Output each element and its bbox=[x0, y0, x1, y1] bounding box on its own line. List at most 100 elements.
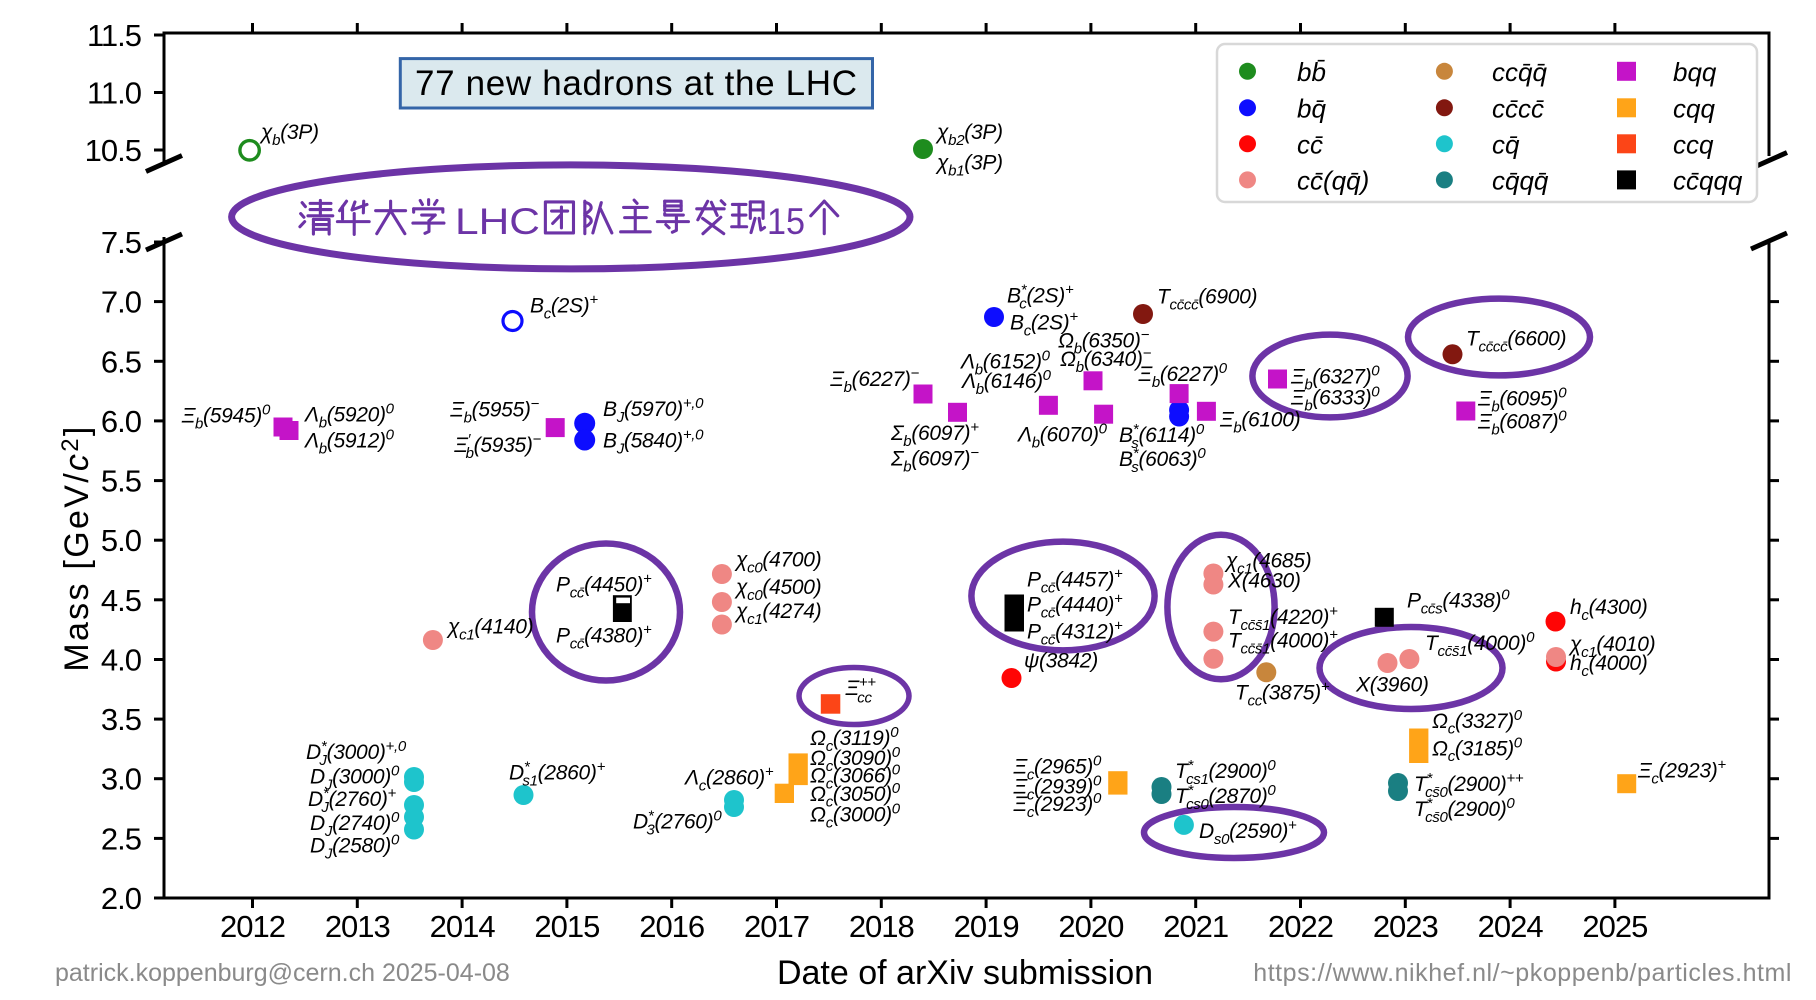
svg-text:2017: 2017 bbox=[744, 909, 809, 944]
svg-text:Tcc̄s̄1 (4220)+: Tcc̄s̄1 (4220)+ bbox=[1228, 603, 1338, 634]
svg-text:Ξb (6227)0: Ξb (6227)0 bbox=[1138, 360, 1228, 391]
svg-text:Λb (6070)0: Λb (6070)0 bbox=[1017, 421, 1108, 452]
svg-text:χb2 (3P): χb2 (3P) bbox=[935, 121, 1003, 149]
svg-text:B*s (6063)0: B* s (6063)0 bbox=[1119, 445, 1206, 476]
svg-text:Λb (5920)0: Λb (5920)0 bbox=[304, 401, 395, 432]
svg-text:5.0: 5.0 bbox=[101, 523, 142, 558]
svg-text:Ξb (6095)0: Ξb (6095)0 bbox=[1477, 385, 1567, 416]
svg-text:hc (4300): hc (4300) bbox=[1570, 596, 1647, 624]
svg-text:Tcc̄s̄1 (4000)+: Tcc̄s̄1 (4000)+ bbox=[1228, 627, 1338, 658]
svg-text:Ωb (6340)−: Ωb (6340)− bbox=[1060, 345, 1152, 376]
svg-text:6.0: 6.0 bbox=[101, 404, 142, 439]
svg-text:Pcc̄ (4457)+: Pcc̄ (4457)+ bbox=[1027, 566, 1123, 597]
svg-text:Tcc̄cc̄ (6900): Tcc̄cc̄ (6900) bbox=[1157, 286, 1257, 314]
svg-text:Ωb (6350)−: Ωb (6350)− bbox=[1058, 327, 1150, 358]
svg-text:cc̄(qq̄): cc̄(qq̄) bbox=[1297, 165, 1369, 195]
svg-text:6.5: 6.5 bbox=[101, 344, 141, 379]
svg-text:T*cs0 (2870)0: T* cs0 (2870)0 bbox=[1175, 782, 1276, 813]
svg-text:χc1 (4274): χc1 (4274) bbox=[734, 600, 821, 628]
svg-text:χb (3P): χb (3P) bbox=[259, 121, 319, 149]
svg-text:bq̄: bq̄ bbox=[1297, 93, 1326, 123]
svg-text:Λb (6152)0: Λb (6152)0 bbox=[960, 348, 1051, 379]
svg-text:D*J (3000)+,0: D* J (3000)+,0 bbox=[306, 738, 407, 769]
svg-text:BJ (5970)+,0: BJ (5970)+,0 bbox=[603, 395, 704, 426]
svg-text:χc1 (4140): χc1 (4140) bbox=[446, 616, 533, 644]
svg-text:5.5: 5.5 bbox=[101, 464, 141, 499]
svg-text:Ξc (2923)+: Ξc (2923)+ bbox=[1637, 757, 1726, 788]
svg-text:Λb (5912)0: Λb (5912)0 bbox=[304, 427, 395, 458]
svg-text:Λc (2860)+: Λc (2860)+ bbox=[684, 764, 774, 795]
svg-text:bb̄: bb̄ bbox=[1297, 57, 1326, 87]
svg-text:Ωc (3050)0: Ωc (3050)0 bbox=[810, 780, 901, 811]
svg-text:cc̄qqq: cc̄qqq bbox=[1673, 165, 1743, 195]
svg-text:ψ(3842): ψ(3842) bbox=[1024, 650, 1098, 673]
svg-text:Σb (6097)−: Σb (6097)− bbox=[890, 445, 979, 476]
svg-text:Ds0 (2590)+: Ds0 (2590)+ bbox=[1199, 817, 1297, 848]
svg-text:T*cs1 (2900)0: T* cs1 (2900)0 bbox=[1175, 757, 1276, 788]
svg-text:7.0: 7.0 bbox=[101, 285, 142, 320]
svg-text:cc̄: cc̄ bbox=[1297, 129, 1323, 159]
svg-text:χc1 (4685): χc1 (4685) bbox=[1224, 550, 1311, 578]
svg-text:15: 15 bbox=[767, 201, 805, 242]
svg-text:D*J (2760)+: D* J (2760)+ bbox=[308, 785, 397, 816]
svg-text:cqq: cqq bbox=[1673, 93, 1715, 123]
svg-text:Ωc (3090)0: Ωc (3090)0 bbox=[810, 744, 901, 775]
svg-text:77 new hadrons at the LHC: 77 new hadrons at the LHC bbox=[415, 64, 857, 103]
svg-text:LHC: LHC bbox=[455, 201, 540, 242]
svg-text:Bc (2S)+: Bc (2S)+ bbox=[530, 292, 598, 323]
svg-text:bqq: bqq bbox=[1673, 57, 1717, 87]
svg-text:χc0 (4500): χc0 (4500) bbox=[734, 576, 821, 604]
svg-text:DJ (2580)0: DJ (2580)0 bbox=[310, 832, 400, 863]
svg-text:2025: 2025 bbox=[1582, 909, 1647, 944]
svg-text:Pcc̄ (4450)+: Pcc̄ (4450)+ bbox=[556, 571, 652, 602]
svg-text:2013: 2013 bbox=[325, 909, 390, 944]
svg-text:Ξb (6227)−: Ξb (6227)− bbox=[829, 365, 919, 396]
svg-text:Date of arXiv submission: Date of arXiv submission bbox=[777, 954, 1153, 992]
svg-text:2014: 2014 bbox=[430, 909, 496, 944]
svg-text:Ξb (6333)0: Ξb (6333)0 bbox=[1290, 384, 1380, 415]
svg-text:4.5: 4.5 bbox=[101, 583, 141, 618]
svg-text:BJ (5840)+,0: BJ (5840)+,0 bbox=[603, 427, 704, 458]
svg-text:3.0: 3.0 bbox=[101, 762, 142, 797]
svg-text:B*c (2S)+: B* c (2S)+ bbox=[1007, 282, 1074, 313]
svg-text:DJ (3000)0: DJ (3000)0 bbox=[310, 763, 400, 794]
svg-text:Tcc̄s̄1 (4000)0: Tcc̄s̄1 (4000)0 bbox=[1425, 629, 1535, 660]
svg-text:Mass [GeV/c2]: Mass [GeV/c2] bbox=[57, 424, 96, 671]
svg-text:X(3960): X(3960) bbox=[1355, 674, 1429, 697]
svg-text:Ωc (3066)0: Ωc (3066)0 bbox=[810, 762, 901, 793]
svg-text:DJ (2740)0: DJ (2740)0 bbox=[310, 809, 400, 840]
svg-text:2016: 2016 bbox=[639, 909, 704, 944]
svg-text:Ξc (2923)0: Ξc (2923)0 bbox=[1013, 790, 1102, 821]
svg-text:2019: 2019 bbox=[954, 909, 1019, 944]
svg-text:Pcc̄ (4380)+: Pcc̄ (4380)+ bbox=[556, 622, 652, 653]
svg-text:D*3 (2760)0: D* 3 (2760)0 bbox=[633, 808, 722, 839]
svg-text:cq̄qq̄: cq̄qq̄ bbox=[1492, 165, 1549, 195]
svg-text:Ωc (3185)0: Ωc (3185)0 bbox=[1432, 734, 1523, 765]
svg-text:T*cs̄0 (2900)++: T* cs̄0 (2900)++ bbox=[1414, 770, 1524, 801]
svg-text:Ωc (3327)0: Ωc (3327)0 bbox=[1432, 707, 1523, 738]
svg-text:Ξb (5955)−: Ξb (5955)− bbox=[449, 396, 539, 427]
svg-text:χc1 (4010): χc1 (4010) bbox=[1568, 633, 1655, 661]
svg-text:Λb (6146)0: Λb (6146)0 bbox=[961, 367, 1052, 398]
svg-text:Pcc̄ (4440)+: Pcc̄ (4440)+ bbox=[1027, 591, 1123, 622]
svg-text:2.5: 2.5 bbox=[101, 821, 141, 856]
svg-text:χb1 (3P): χb1 (3P) bbox=[935, 152, 1003, 180]
svg-text:Tcc̄cc̄ (6600): Tcc̄cc̄ (6600) bbox=[1466, 328, 1566, 356]
svg-text:Ξ′b (5935)−: Ξ′ b (5935)− bbox=[453, 431, 541, 462]
svg-text:https://www.nikhef.nl/~pkoppen: https://www.nikhef.nl/~pkoppenb/particle… bbox=[1253, 959, 1792, 987]
svg-text:ccq̄q̄: ccq̄q̄ bbox=[1492, 57, 1547, 87]
svg-text:11.0: 11.0 bbox=[87, 76, 142, 111]
svg-text:Ξc (2965)0: Ξc (2965)0 bbox=[1013, 753, 1102, 784]
svg-text:X(4630): X(4630) bbox=[1227, 570, 1301, 593]
svg-text:Ξb (6100): Ξb (6100) bbox=[1219, 409, 1300, 437]
svg-text:cq̄: cq̄ bbox=[1492, 129, 1520, 159]
svg-text:2012: 2012 bbox=[220, 909, 285, 944]
svg-text:2015: 2015 bbox=[534, 909, 599, 944]
svg-text:2.0: 2.0 bbox=[101, 881, 142, 916]
svg-text:patrick.koppenburg@cern.ch 202: patrick.koppenburg@cern.ch 2025-04-08 bbox=[55, 959, 510, 987]
svg-text:2018: 2018 bbox=[849, 909, 914, 944]
svg-text:2020: 2020 bbox=[1058, 909, 1124, 944]
svg-text:χc0 (4700): χc0 (4700) bbox=[734, 549, 821, 577]
svg-text:T*cs̄0 (2900)0: T* cs̄0 (2900)0 bbox=[1414, 795, 1515, 826]
svg-text:Ωc (3000)0: Ωc (3000)0 bbox=[810, 801, 901, 832]
